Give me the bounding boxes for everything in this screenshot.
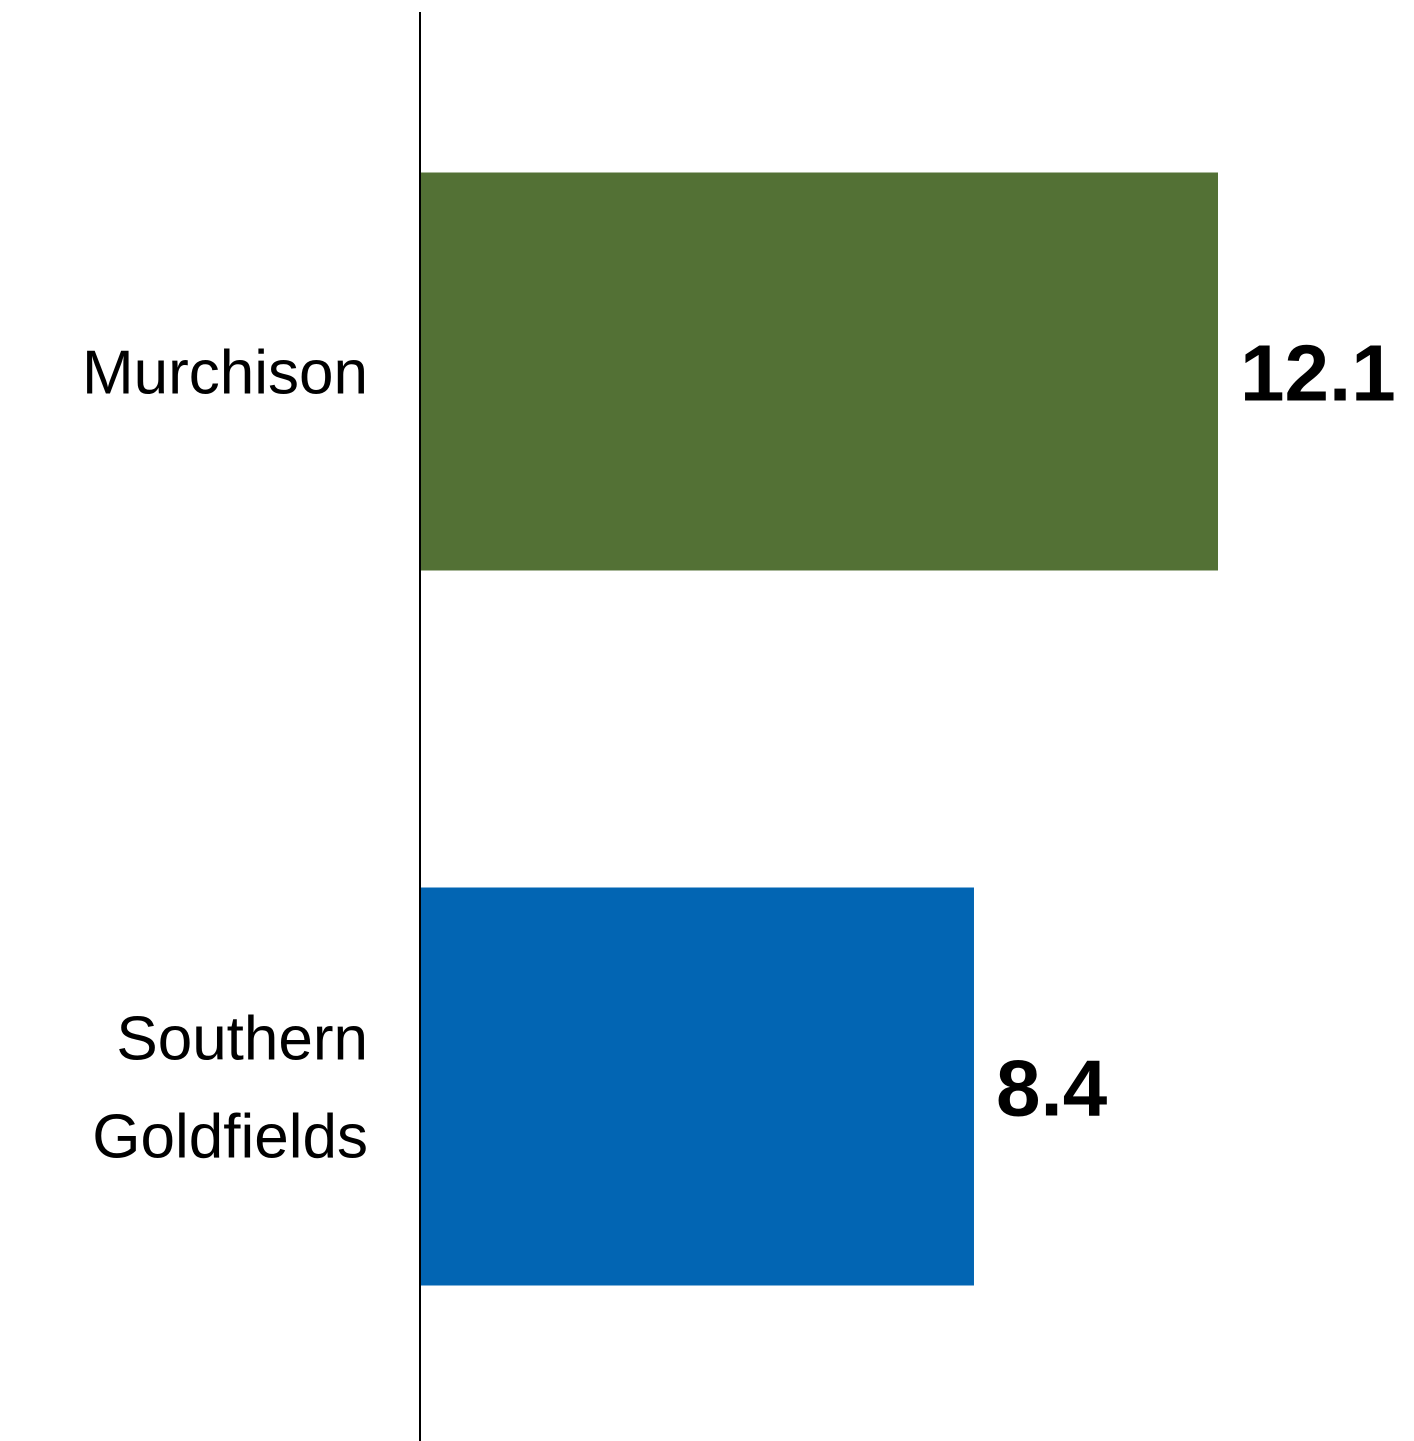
category-label-line: Goldfields xyxy=(92,1103,368,1172)
bar-southern-goldfields xyxy=(420,887,974,1286)
category-label-southern-goldfields: Southern Goldfields xyxy=(92,1005,368,1172)
value-label-murchison: 12.1 xyxy=(1240,329,1396,418)
value-label-southern-goldfields: 8.4 xyxy=(996,1044,1108,1133)
bars-layer xyxy=(420,172,1218,1286)
labels-layer: 12.1 Murchison 8.4 Southern Goldfields xyxy=(82,329,1396,1172)
category-label-line: Murchison xyxy=(82,339,368,408)
bar-murchison xyxy=(420,172,1218,571)
category-label-murchison: Murchison xyxy=(82,339,368,408)
category-label-line: Southern xyxy=(116,1005,368,1074)
